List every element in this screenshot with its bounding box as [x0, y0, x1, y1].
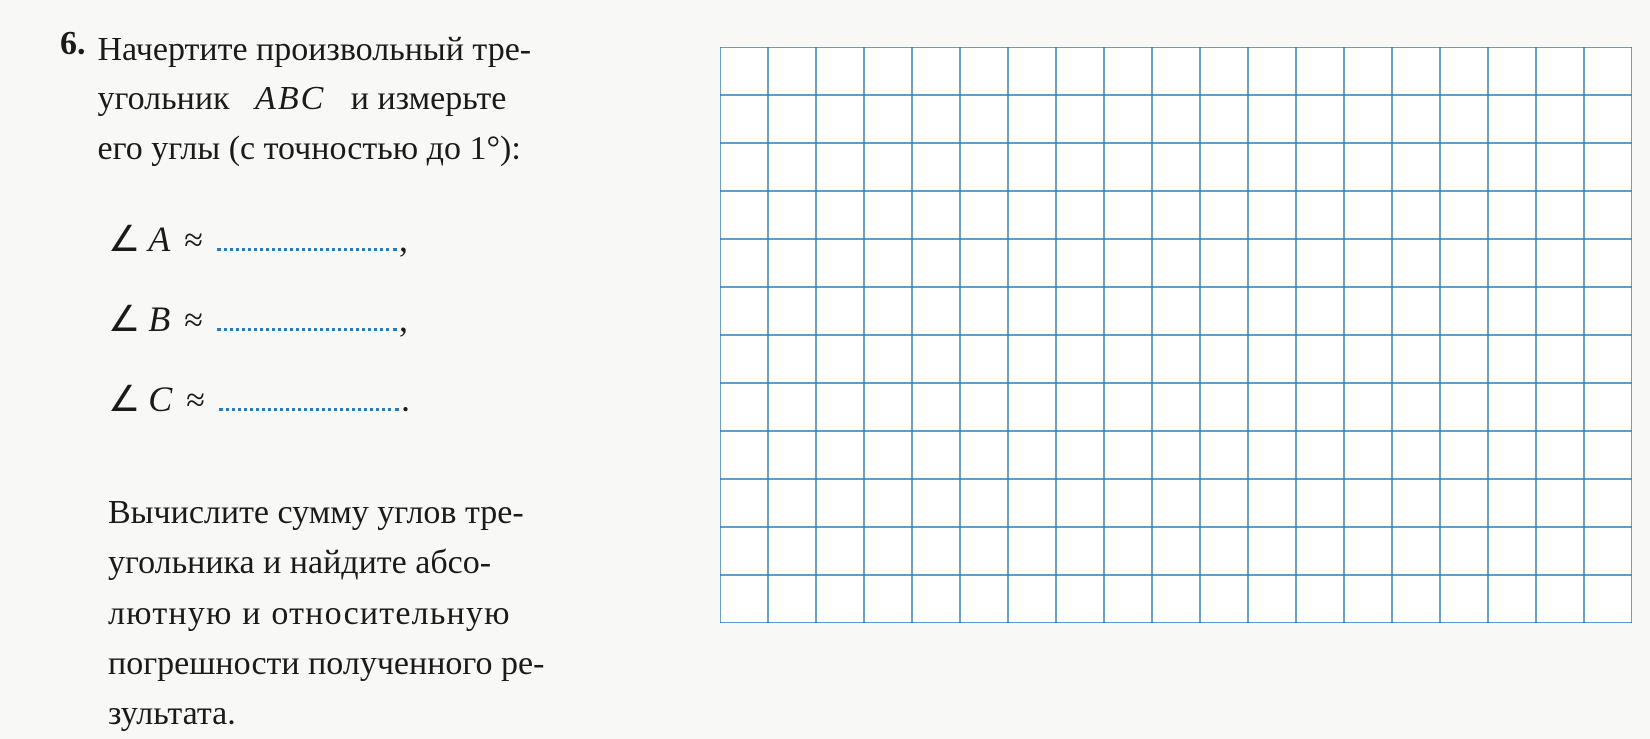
followup-text-5: зультата. [108, 695, 236, 732]
approx-symbol: ≈ [186, 382, 205, 420]
followup-text-1: Вычислите сумму углов тре- [108, 494, 524, 531]
angle-list: ∠ A ≈ , ∠ B ≈ , ∠ C ≈ . [108, 218, 700, 458]
angle-trailing-c: . [401, 378, 410, 420]
followup-text-4: погрешности полученного ре- [108, 645, 544, 682]
answer-grid-wrap [720, 25, 1632, 690]
problem-column: 6. Начертите произвольный тре- угольник … [60, 25, 700, 690]
angle-trailing-a: , [399, 218, 408, 260]
angle-symbol-icon: ∠ [108, 298, 140, 340]
angle-line-a: ∠ A ≈ , [108, 218, 700, 260]
angle-label-a: A [148, 218, 170, 260]
intro-text-3: его углы (с точностью до 1°): [98, 130, 521, 167]
problem-header: 6. Начертите произвольный тре- угольник … [60, 25, 700, 173]
intro-text-1: Начертите произвольный тре- [98, 31, 532, 68]
problem-followup: Вычислите сумму углов тре- угольника и н… [108, 488, 700, 739]
approx-symbol: ≈ [184, 302, 203, 340]
angle-symbol-icon: ∠ [108, 218, 140, 260]
approx-symbol: ≈ [184, 222, 203, 260]
fill-blank-a[interactable] [217, 220, 397, 251]
angle-label-c: C [148, 378, 172, 420]
angle-symbol-icon: ∠ [108, 378, 140, 420]
intro-text-2b: и измерьте [351, 80, 507, 117]
page: 6. Начертите произвольный тре- угольник … [0, 0, 1650, 715]
problem-number: 6. [60, 25, 86, 63]
fill-blank-c[interactable] [219, 380, 399, 411]
angle-line-c: ∠ C ≈ . [108, 378, 700, 420]
problem-intro: Начертите произвольный тре- угольник ABC… [98, 25, 532, 173]
intro-text-2a: угольник [98, 80, 230, 117]
answer-grid[interactable] [720, 47, 1632, 623]
triangle-name: ABC [255, 80, 325, 117]
angle-label-b: B [148, 298, 170, 340]
followup-text-3: лютную и относительную [108, 595, 511, 632]
followup-text-2: угольника и найдите абсо- [108, 544, 491, 581]
angle-line-b: ∠ B ≈ , [108, 298, 700, 340]
fill-blank-b[interactable] [217, 300, 397, 331]
angle-trailing-b: , [399, 298, 408, 340]
